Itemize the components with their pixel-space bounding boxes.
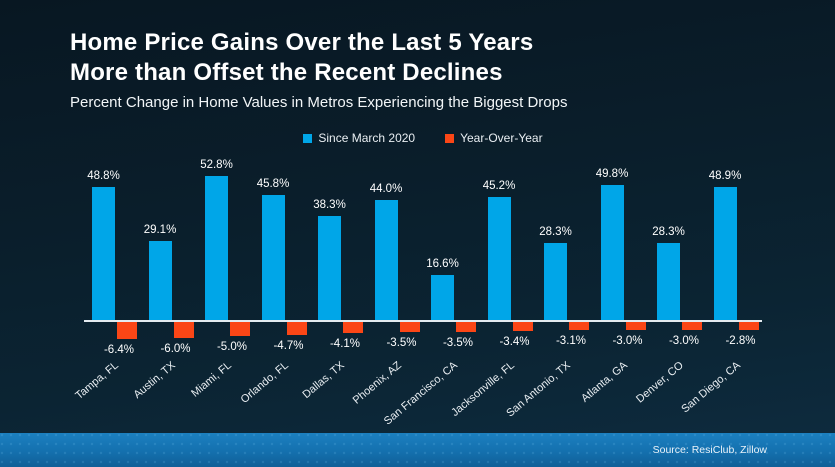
- bar-since-march-2020: [657, 243, 680, 320]
- orange-swatch-icon: [445, 133, 455, 143]
- bar-since-march-2020: [261, 195, 285, 320]
- bar-year-over-year: [343, 322, 363, 333]
- bar-chart: 48.8% -6.4% Tampa, FL 29.1% -6.0% Austin, TX 5…: [73, 150, 762, 450]
- blue-swatch-icon: [303, 133, 313, 143]
- yoy-value-label: -4.7%: [273, 340, 304, 352]
- bar-value-label: 49.8%: [595, 168, 629, 180]
- bar-year-over-year: [399, 322, 420, 332]
- source-attribution: Source: ResiClub, Zillow: [652, 444, 767, 456]
- yoy-value-label: -3.4%: [499, 336, 530, 348]
- bar-year-over-year: [230, 322, 250, 336]
- bar-year-over-year: [682, 322, 702, 330]
- legend-label: Since March 2020: [318, 131, 416, 145]
- bar-year-over-year: [456, 322, 476, 332]
- yoy-value-label: -2.8%: [725, 335, 756, 347]
- yoy-value-label: -3.1%: [555, 335, 587, 347]
- bar-year-over-year: [173, 322, 194, 338]
- bar-year-over-year: [738, 322, 759, 330]
- page-title: Home Price Gains Over the Last 5 Years M…: [70, 28, 533, 88]
- title-line-1: Home Price Gains Over the Last 5 Years: [70, 29, 534, 56]
- footer-band: Source: ResiClub, Zillow: [0, 433, 835, 467]
- bar-value-label: 29.1%: [143, 224, 177, 236]
- bar-value-label: 48.9%: [708, 170, 742, 182]
- bar-since-march-2020: [431, 275, 454, 320]
- bar-value-label: 52.8%: [200, 159, 233, 171]
- chart-legend: Since March 2020 Year-Over-Year: [84, 131, 762, 145]
- bar-year-over-year: [117, 322, 137, 339]
- legend-item-since-march-2020: Since March 2020: [303, 131, 415, 145]
- yoy-value-label: -6.4%: [103, 344, 135, 356]
- bar-value-label: 45.8%: [256, 178, 290, 190]
- bar-year-over-year: [625, 322, 646, 330]
- bar-year-over-year: [512, 322, 533, 331]
- x-axis-line: [84, 320, 762, 322]
- bar-year-over-year: [569, 322, 589, 330]
- yoy-value-label: -3.0%: [612, 335, 643, 347]
- bar-since-march-2020: [713, 187, 737, 320]
- bar-since-march-2020: [600, 185, 624, 320]
- yoy-value-label: -4.1%: [329, 338, 361, 350]
- bar-year-over-year: [286, 322, 307, 335]
- yoy-value-label: -3.5%: [442, 337, 474, 349]
- yoy-value-label: -6.0%: [160, 343, 191, 355]
- bar-value-label: 45.2%: [482, 180, 516, 192]
- chart-subtitle: Percent Change in Home Values in Metros …: [70, 94, 568, 111]
- bar-value-label: 48.8%: [87, 170, 120, 182]
- bar-since-march-2020: [205, 176, 228, 320]
- yoy-value-label: -5.0%: [216, 341, 248, 353]
- bar-since-march-2020: [374, 200, 398, 320]
- bar-value-label: 28.3%: [539, 226, 572, 238]
- bar-value-label: 44.0%: [369, 183, 403, 195]
- yoy-value-label: -3.5%: [386, 337, 417, 349]
- bar-value-label: 28.3%: [652, 226, 685, 238]
- bar-since-march-2020: [544, 243, 567, 320]
- yoy-value-label: -3.0%: [668, 335, 700, 347]
- bar-since-march-2020: [148, 241, 172, 320]
- legend-item-year-over-year: Year-Over-Year: [445, 131, 543, 145]
- bar-since-march-2020: [92, 187, 115, 320]
- bar-value-label: 38.3%: [313, 199, 346, 211]
- bar-value-label: 16.6%: [426, 258, 459, 270]
- bar-since-march-2020: [318, 216, 341, 320]
- legend-label: Year-Over-Year: [460, 131, 543, 145]
- title-line-2: More than Offset the Recent Declines: [70, 59, 503, 86]
- bar-since-march-2020: [487, 197, 511, 320]
